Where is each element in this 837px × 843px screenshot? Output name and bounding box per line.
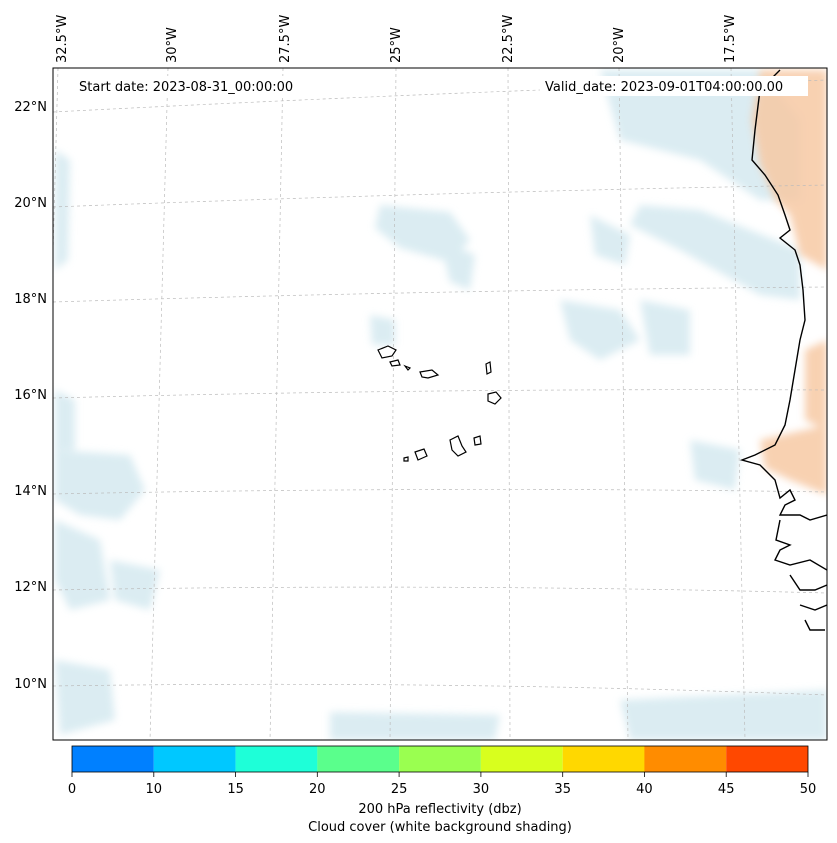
lat-tick-label: 12°N xyxy=(14,580,47,595)
cloud-cover-shading xyxy=(55,70,827,740)
colorbar-tick-label: 40 xyxy=(636,782,653,797)
cape-verde-islands xyxy=(377,345,502,462)
colorbar-tick-label: 35 xyxy=(554,782,571,797)
colorbar-tick-label: 45 xyxy=(718,782,735,797)
map-area xyxy=(53,68,827,740)
lat-tick-label: 20°N xyxy=(14,196,47,211)
coastline xyxy=(739,69,827,631)
colorbar-tick-label: 50 xyxy=(800,782,817,797)
colorbar-tick-label: 15 xyxy=(227,782,244,797)
colorbar-segment xyxy=(235,746,318,772)
colorbar-tick-label: 20 xyxy=(309,782,326,797)
lon-tick-label: 22.5°W xyxy=(501,15,516,63)
lon-tick-label: 30°W xyxy=(165,27,180,63)
colorbar-frame xyxy=(71,745,809,773)
graticule xyxy=(53,68,827,740)
start-date-label: Start date: 2023-08-31_00:00:00 xyxy=(79,80,293,95)
colorbar-tick-label: 30 xyxy=(473,782,490,797)
lat-tick-label: 14°N xyxy=(14,484,47,499)
map-frame xyxy=(52,67,828,741)
colorbar-segment xyxy=(480,746,563,772)
colorbar-segment xyxy=(726,746,808,772)
colorbar: 0 10 15 20 25 30 35 40 45 50 200 hPa ref… xyxy=(68,745,817,835)
lon-tick-label: 17.5°W xyxy=(723,15,738,63)
lon-tick-label: 20°W xyxy=(612,27,627,63)
colorbar-label: 200 hPa reflectivity (dbz) xyxy=(358,802,521,817)
valid-date-label: Valid_date: 2023-09-01T04:00:00.00 xyxy=(545,80,783,95)
colorbar-segment xyxy=(153,746,236,772)
colorbar-segment xyxy=(399,746,481,772)
colorbar-tick-label: 0 xyxy=(68,782,76,797)
lon-tick-label: 27.5°W xyxy=(278,15,293,63)
colorbar-segment xyxy=(317,746,400,772)
lat-tick-label: 18°N xyxy=(14,292,47,307)
colorbar-segment xyxy=(644,746,727,772)
lat-tick-label: 16°N xyxy=(14,388,47,403)
lon-tick-label: 25°W xyxy=(389,27,404,63)
colorbar-segment xyxy=(72,746,154,772)
lat-tick-label: 22°N xyxy=(14,100,47,115)
latitude-labels: 22°N 20°N 18°N 16°N 14°N 12°N 10°N xyxy=(14,100,47,692)
colorbar-segment xyxy=(562,746,645,772)
lon-tick-label: 32.5°W xyxy=(55,15,70,63)
colorbar-sublabel: Cloud cover (white background shading) xyxy=(308,820,572,835)
colorbar-tick-label: 10 xyxy=(146,782,163,797)
lat-tick-label: 10°N xyxy=(14,677,47,692)
colorbar-tick-label: 25 xyxy=(391,782,408,797)
longitude-labels: 32.5°W 30°W 27.5°W 25°W 22.5°W 20°W 17.5… xyxy=(55,15,738,63)
